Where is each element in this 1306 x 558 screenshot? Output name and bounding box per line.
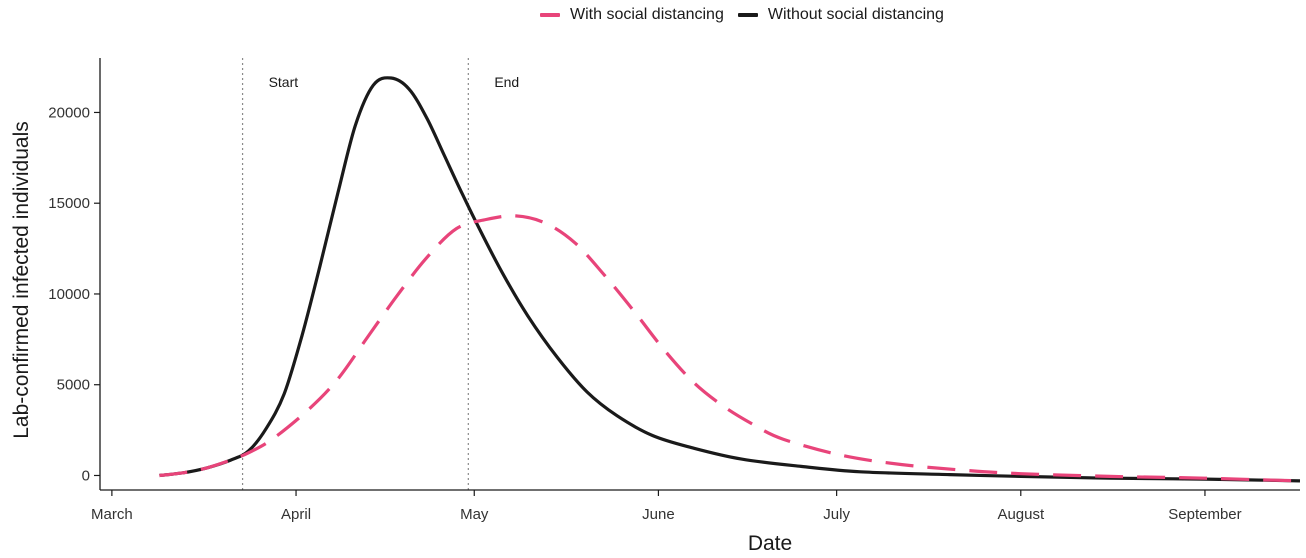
x-tick-label-april: April (281, 506, 311, 523)
y-tick-label: 20000 (48, 104, 90, 121)
x-tick-label-march: March (91, 506, 133, 523)
chart-legend: With social distancing Without social di… (540, 6, 958, 24)
annotation-end: End (494, 74, 519, 90)
y-tick-label: 15000 (48, 195, 90, 212)
y-tick-label: 5000 (57, 377, 90, 394)
series-line-without-social-distancing (159, 76, 1301, 483)
legend-key-with-distancing (540, 13, 560, 17)
legend-key-without-distancing (737, 13, 758, 17)
legend-item-with-distancing: With social distancing (540, 6, 724, 24)
legend-label-with-distancing: With social distancing (570, 6, 724, 23)
x-tick-label-may: May (460, 506, 489, 523)
axes: 0 5000 10000 15000 20000 March April May June Jul… (48, 58, 1300, 523)
legend-item-without-distancing: Without social distancing (737, 6, 944, 24)
y-tick-label: 10000 (48, 286, 90, 303)
x-tick-label-july: July (823, 506, 850, 523)
series-line-with-social-distancing (159, 214, 1301, 483)
reference-lines: Start End (241, 58, 519, 490)
annotation-start: Start (269, 74, 299, 90)
series-lines (159, 76, 1301, 483)
x-tick-label-august: August (997, 506, 1045, 523)
legend-label-without-distancing: Without social distancing (767, 6, 944, 23)
y-tick-label: 0 (82, 467, 90, 484)
x-tick-label-june: June (642, 506, 675, 523)
x-axis-label: Date (747, 532, 793, 555)
x-tick-label-september: September (1168, 506, 1241, 523)
